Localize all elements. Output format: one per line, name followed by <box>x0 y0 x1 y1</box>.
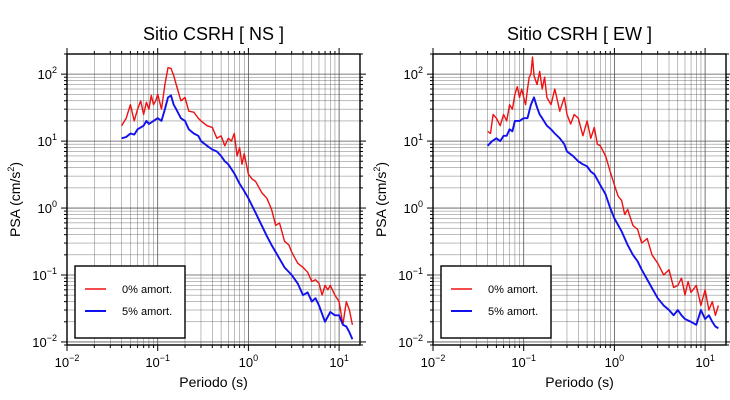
series-line-amort-0-ew <box>487 56 720 316</box>
x-tick-label: 100 <box>239 353 258 370</box>
plot-frame-ns <box>66 53 361 346</box>
legend-ns: 0% amort. 5% amort. <box>74 265 186 339</box>
y-tick-label: 100 <box>404 199 423 216</box>
y-tick-label: 10−2 <box>398 333 423 350</box>
legend-ew: 0% amort. 5% amort. <box>440 265 552 339</box>
x-tick-label: 10−2 <box>55 353 80 370</box>
y-tick-label: 101 <box>38 132 57 149</box>
legend-label-amort-5: 5% amort. <box>122 306 172 318</box>
y-tick-label: 100 <box>38 199 57 216</box>
legend-label-amort-0: 0% amort. <box>488 284 538 296</box>
chart-ns: 10−2 10−1 100 101 10−2 10−1 100 101 102 Sitio CSR… <box>6 24 366 390</box>
y-axis-label-ew: PSA (cm/s2) <box>372 162 389 237</box>
chart-title-ew: Sitio CSRH [ EW ] <box>507 24 652 44</box>
x-tick-label: 10−2 <box>421 353 446 370</box>
x-tick-label: 101 <box>329 353 348 370</box>
series-line-amort-5-ns <box>121 94 354 340</box>
y-tick-label: 10−2 <box>32 333 57 350</box>
x-tick-label: 10−1 <box>511 353 536 370</box>
ticks-ew <box>427 48 730 351</box>
chart-ew: 10−2 10−1 100 101 10−2 10−1 100 101 102 Sitio CSR… <box>372 24 730 390</box>
y-tick-label: 10−1 <box>398 266 423 283</box>
x-tick-label: 10−1 <box>145 353 170 370</box>
x-axis-label-ns: Periodo (s) <box>179 374 247 390</box>
y-tick-label: 10−1 <box>32 266 57 283</box>
plot-frame-ew <box>432 53 727 346</box>
x-tick-label: 100 <box>605 353 624 370</box>
x-tick-label: 101 <box>695 353 714 370</box>
x-axis-label-ew: Periodo (s) <box>545 374 613 390</box>
chart-title-ns: Sitio CSRH [ NS ] <box>143 24 284 44</box>
legend-box <box>440 265 552 339</box>
series-line-amort-0-ns <box>121 66 354 326</box>
legend-label-amort-5: 5% amort. <box>488 306 538 318</box>
y-tick-label: 101 <box>404 132 423 149</box>
y-tick-label: 102 <box>38 65 57 82</box>
legend-box <box>74 265 186 339</box>
y-axis-label-ns: PSA (cm/s2) <box>6 162 23 237</box>
legend-label-amort-0: 0% amort. <box>122 284 172 296</box>
series-line-amort-5-ew <box>486 96 719 330</box>
y-tick-label: 102 <box>404 65 423 82</box>
ticks-ns <box>61 48 366 351</box>
